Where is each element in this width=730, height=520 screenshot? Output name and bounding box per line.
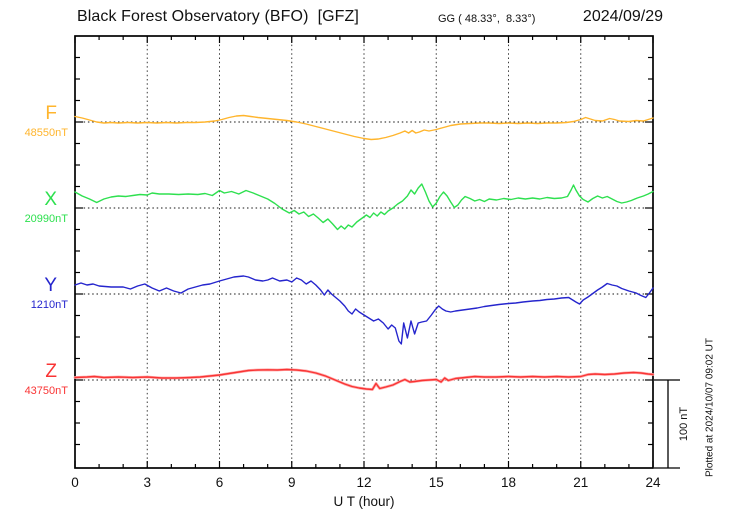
- x-tick-label-15: 15: [428, 475, 444, 490]
- trace-label-X: X: [44, 189, 57, 210]
- x-tick-label-9: 9: [287, 475, 296, 490]
- x-tick-label-3: 3: [143, 475, 151, 490]
- plotted-timestamp: Plotted at 2024/10/07 09:02 UT: [704, 338, 716, 477]
- x-tick-label-12: 12: [356, 475, 372, 490]
- trace-X: [74, 183, 654, 231]
- trace-Z: [74, 368, 654, 391]
- x-tick-label-0: 0: [71, 475, 79, 490]
- x-tick-label-24: 24: [645, 475, 661, 490]
- plot-coordinates: GG ( 48.33°, 8.33°): [438, 13, 536, 25]
- x-tick-label-6: 6: [215, 475, 224, 490]
- trace-baseline-value-Z: 43750nT: [24, 385, 68, 397]
- trace-baseline-value-X: 20990nT: [24, 213, 68, 225]
- trace-label-Z: Z: [45, 361, 57, 382]
- trace-label-Y: Y: [44, 275, 57, 296]
- plot-date: 2024/09/29: [582, 8, 663, 25]
- x-tick-label-21: 21: [573, 475, 589, 490]
- trace-Y: [74, 275, 654, 345]
- x-tick-label-18: 18: [500, 475, 517, 490]
- trace-F: [74, 114, 654, 141]
- scale-bar-label: 100 nT: [678, 406, 690, 442]
- trace-baseline-value-F: 48550nT: [24, 127, 68, 139]
- trace-baseline-value-Y: 1210nT: [30, 299, 68, 311]
- plot-title: Black Forest Observatory (BFO) [GFZ]: [77, 8, 359, 25]
- x-axis-label: U T (hour): [333, 494, 395, 509]
- trace-label-F: F: [45, 103, 57, 124]
